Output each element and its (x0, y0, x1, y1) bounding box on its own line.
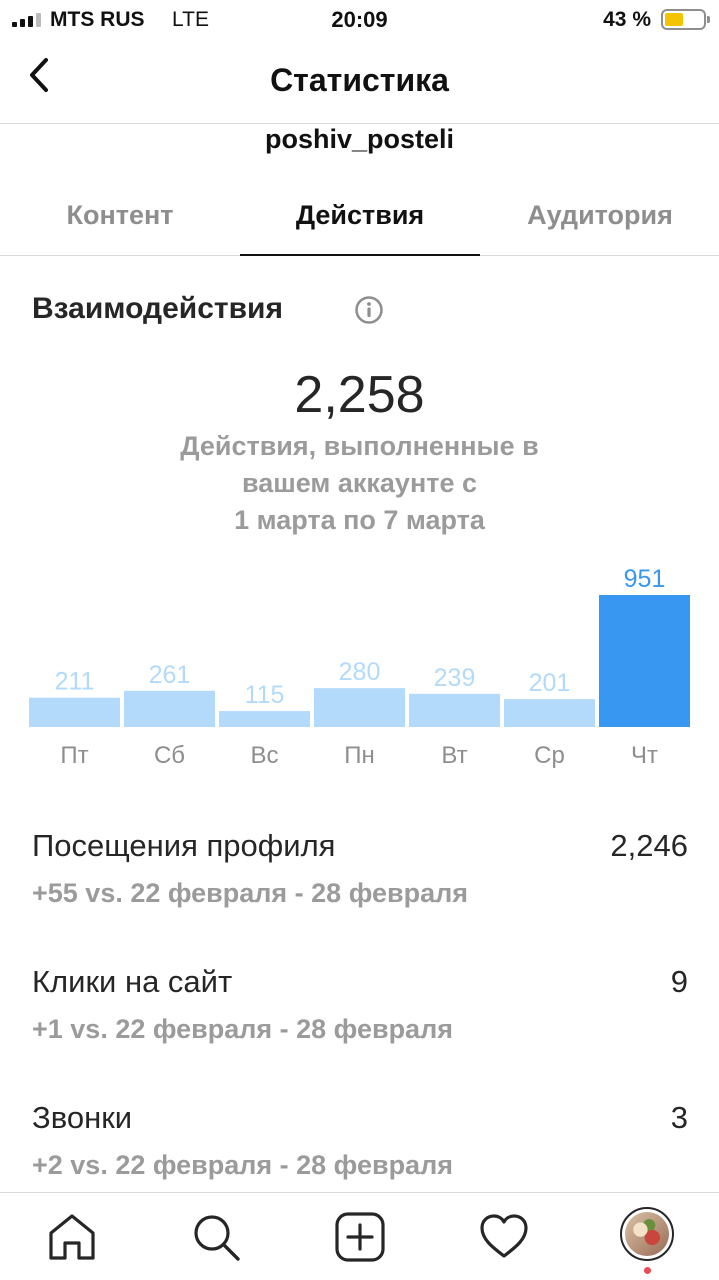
chart-bar (314, 688, 405, 727)
metric-label: Звонки (32, 1100, 133, 1135)
battery-icon (661, 9, 710, 30)
daily-interactions-chart: 211 Пт 261 Сб 115 Вс 280 Пн 239 Вт 201 Ср 951 Чт (29, 565, 690, 769)
chart-category-label: Пт (60, 742, 88, 769)
metric-label: Посещения профиля (32, 828, 336, 863)
tab-activity[interactable]: Действия (240, 170, 480, 256)
back-button[interactable] (20, 56, 60, 96)
total-caption: Действия, выполненные в вашем аккаунте с… (140, 428, 579, 539)
tab-content[interactable]: Контент (66, 200, 174, 230)
chart-value-label: 201 (529, 669, 571, 697)
chart-value-label: 280 (339, 658, 381, 686)
caption-line: Действия, выполненные в (180, 431, 539, 461)
carrier-name: MTS RUS (50, 8, 145, 31)
battery-percent: 43 % (603, 8, 651, 31)
metric-delta: +1 vs. 22 февраля - 28 февраля (32, 1014, 453, 1044)
metric-row-website-clicks[interactable]: Клики на сайт 9 +1 vs. 22 февраля - 28 ф… (32, 964, 688, 1074)
avatar-image (625, 1212, 669, 1256)
chart-bar (219, 711, 310, 727)
metric-delta: +2 vs. 22 февраля - 28 февраля (32, 1150, 453, 1180)
signal-strength-icon (12, 13, 44, 27)
add-post-icon[interactable] (334, 1211, 386, 1263)
metric-value: 2,246 (610, 828, 688, 863)
chart-value-label: 211 (55, 668, 95, 696)
profile-avatar[interactable] (620, 1207, 674, 1261)
metric-row-calls[interactable]: Звонки 3 +2 vs. 22 февраля - 28 февраля (32, 1100, 688, 1210)
metric-label: Клики на сайт (32, 964, 233, 999)
chart-category-label: Пн (344, 742, 375, 769)
metric-value: 3 (670, 1100, 688, 1135)
tabs: Контент Действия Аудитория (0, 170, 719, 256)
info-icon[interactable] (354, 295, 384, 325)
caption-line: 1 марта по 7 марта (234, 505, 485, 535)
bottom-tab-bar (0, 1192, 719, 1280)
chart-value-label: 115 (245, 681, 285, 709)
page-title: Статистика (270, 62, 449, 98)
chart-category-label: Чт (631, 742, 658, 769)
metric-row-profile-visits[interactable]: Посещения профиля 2,246 +55 vs. 22 февра… (32, 828, 688, 938)
chart-bar (599, 595, 690, 727)
network-type: LTE (172, 8, 209, 31)
home-icon[interactable] (46, 1211, 98, 1263)
tab-audience[interactable]: Аудитория (527, 200, 673, 230)
heart-icon[interactable] (478, 1211, 530, 1263)
account-name: poshiv_posteli (264, 124, 455, 154)
chart-bar (29, 697, 120, 727)
chevron-left-icon (30, 58, 48, 92)
status-bar: MTS RUS LTE 20:09 43 % (0, 0, 719, 40)
status-time: 20:09 (331, 7, 388, 32)
chart-value-label: 239 (434, 664, 476, 692)
chart-bar (504, 699, 595, 727)
chart-category-label: Вт (441, 742, 467, 769)
chart-category-label: Сб (154, 742, 185, 769)
chart-bar (124, 690, 215, 727)
chart-category-label: Ср (534, 742, 565, 769)
total-interactions: 2,258 (294, 366, 425, 424)
caption-line: вашем аккаунте с (241, 468, 478, 498)
chart-bar (409, 693, 500, 727)
metric-delta: +55 vs. 22 февраля - 28 февраля (32, 878, 468, 908)
search-icon[interactable] (190, 1211, 242, 1263)
metric-value: 9 (670, 964, 688, 999)
chart-value-label: 261 (149, 661, 191, 689)
section-title: Взаимодействия (32, 292, 283, 325)
chart-value-label: 951 (624, 565, 666, 593)
chart-category-label: Вс (250, 742, 278, 769)
nav-header: Статистика (0, 40, 719, 124)
notification-dot (644, 1267, 651, 1274)
